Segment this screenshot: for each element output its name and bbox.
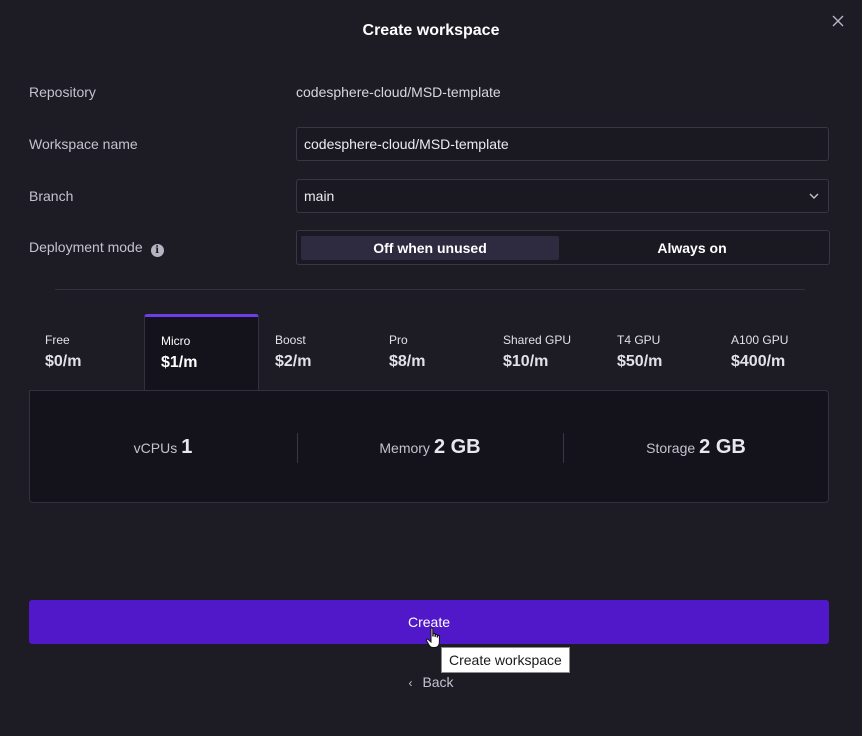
spec-memory: Memory 2 GB	[297, 391, 563, 504]
plan-tab-pro[interactable]: Pro $8/m	[373, 314, 488, 392]
hand-cursor-icon	[425, 627, 440, 648]
divider	[55, 289, 805, 290]
chevron-left-icon: ‹	[408, 676, 413, 690]
plan-price: $0/m	[45, 353, 82, 370]
branch-label: Branch	[29, 188, 74, 204]
spec-vcpus: vCPUs 1	[30, 391, 296, 504]
plan-tab-free[interactable]: Free $0/m	[29, 314, 144, 392]
deployment-option-always-on[interactable]: Always on	[657, 240, 727, 256]
create-button[interactable]: Create	[29, 600, 829, 644]
plan-price: $10/m	[503, 353, 549, 370]
plan-price: $50/m	[617, 353, 663, 370]
create-tooltip: Create workspace	[441, 647, 570, 673]
deployment-option-off-when-unused[interactable]: Off when unused	[301, 236, 559, 260]
branch-select-value: main	[304, 188, 335, 204]
workspace-name-input[interactable]: codesphere-cloud/MSD-template	[296, 127, 829, 161]
plan-price: $8/m	[389, 353, 426, 370]
spec-separator	[297, 433, 298, 463]
plan-name: T4 GPU	[617, 333, 661, 347]
deployment-mode-label: Deployment mode i	[29, 230, 164, 264]
dialog-title: Create workspace	[362, 22, 500, 39]
spec-label: Storage	[646, 440, 696, 456]
spec-separator	[563, 433, 564, 463]
plan-name: Pro	[389, 333, 408, 347]
plan-name: Micro	[161, 334, 191, 348]
chevron-down-icon	[809, 193, 819, 199]
spec-value: 1	[181, 436, 193, 458]
workspace-name-row: Workspace name codesphere-cloud/MSD-temp…	[29, 127, 829, 161]
close-icon[interactable]	[830, 15, 846, 31]
repository-label: Repository	[29, 84, 96, 100]
repository-row: Repository codesphere-cloud/MSD-template	[29, 75, 829, 109]
branch-select[interactable]: main	[296, 179, 829, 213]
plan-name: Shared GPU	[503, 333, 572, 347]
back-link[interactable]: ‹ Back	[0, 674, 862, 690]
plan-name: Boost	[275, 333, 306, 347]
plan-tab-boost[interactable]: Boost $2/m	[259, 314, 374, 392]
plan-tab-a100-gpu[interactable]: A100 GPU $400/m	[715, 314, 830, 392]
branch-row: Branch main	[29, 179, 829, 213]
plan-price: $1/m	[161, 354, 198, 371]
plan-tab-micro[interactable]: Micro $1/m	[144, 314, 259, 393]
back-label: Back	[422, 674, 454, 690]
spec-label: vCPUs	[133, 440, 178, 456]
plan-name: A100 GPU	[731, 333, 789, 347]
plan-tabs: Free $0/m Micro $1/m Boost $2/m Pro $8/m…	[29, 314, 830, 393]
workspace-name-label: Workspace name	[29, 136, 138, 152]
spec-label: Memory	[379, 440, 430, 456]
spec-value: 2 GB	[433, 436, 481, 458]
deployment-mode-row: Deployment mode i Off when unused Always …	[29, 230, 830, 265]
plan-price: $2/m	[275, 353, 312, 370]
plan-tab-t4-gpu[interactable]: T4 GPU $50/m	[601, 314, 716, 392]
plan-name: Free	[45, 333, 70, 347]
plan-price: $400/m	[731, 353, 786, 370]
info-icon[interactable]: i	[150, 244, 164, 257]
plan-tab-shared-gpu[interactable]: Shared GPU $10/m	[487, 314, 602, 392]
deployment-mode-label-text: Deployment mode	[29, 239, 143, 255]
deployment-mode-toggle: Off when unused Always on	[296, 230, 830, 265]
spec-value: 2 GB	[699, 436, 746, 458]
plan-specs-panel: vCPUs 1 Memory 2 GB Storage 2 GB	[29, 390, 829, 503]
repository-value: codesphere-cloud/MSD-template	[296, 84, 501, 100]
spec-storage: Storage 2 GB	[563, 391, 829, 504]
